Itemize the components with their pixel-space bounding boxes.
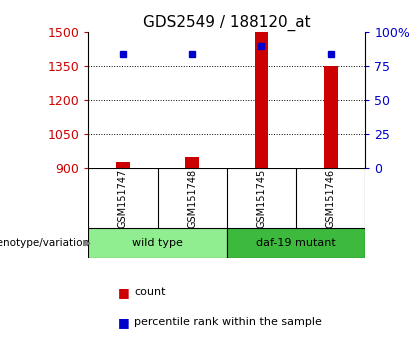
Text: genotype/variation: genotype/variation <box>0 238 89 249</box>
Bar <box>255 32 268 169</box>
Text: GSM151747: GSM151747 <box>118 169 128 228</box>
Text: ■: ■ <box>118 286 129 298</box>
Text: GSM151748: GSM151748 <box>187 169 197 228</box>
Bar <box>116 161 130 169</box>
Title: GDS2549 / 188120_at: GDS2549 / 188120_at <box>143 14 311 30</box>
Text: percentile rank within the sample: percentile rank within the sample <box>134 317 322 327</box>
Bar <box>88 228 227 258</box>
Text: daf-19 mutant: daf-19 mutant <box>256 238 336 249</box>
Text: wild type: wild type <box>132 238 183 249</box>
Text: GSM151745: GSM151745 <box>257 169 266 228</box>
Bar <box>185 157 199 169</box>
Text: ■: ■ <box>118 316 129 329</box>
Text: GSM151746: GSM151746 <box>326 169 336 228</box>
Bar <box>227 228 365 258</box>
Text: count: count <box>134 287 166 297</box>
Bar <box>324 66 338 169</box>
